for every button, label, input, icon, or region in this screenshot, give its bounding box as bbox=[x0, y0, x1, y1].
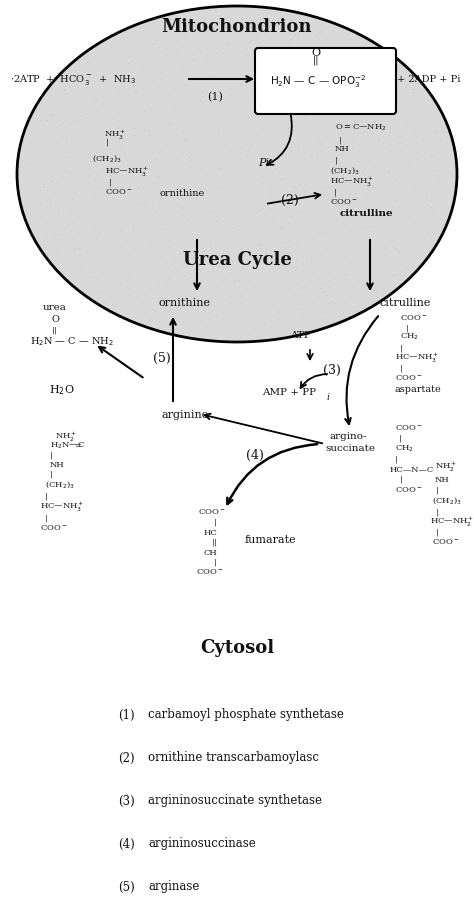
Text: citrulline: citrulline bbox=[380, 298, 431, 308]
Text: (CH$_2$)$_3$: (CH$_2$)$_3$ bbox=[92, 153, 122, 163]
Text: |: | bbox=[50, 452, 53, 460]
Text: Pi: Pi bbox=[258, 158, 270, 168]
Text: argininosuccinate synthetase: argininosuccinate synthetase bbox=[148, 794, 322, 806]
Text: |: | bbox=[400, 344, 403, 351]
Text: citrulline: citrulline bbox=[340, 209, 393, 219]
Ellipse shape bbox=[17, 7, 457, 342]
Text: succinate: succinate bbox=[325, 444, 375, 453]
Text: (3): (3) bbox=[323, 363, 341, 376]
Text: |: | bbox=[335, 156, 338, 163]
Text: $\cdot$2ATP  +  HCO$_3^-$  +  NH$_3$: $\cdot$2ATP + HCO$_3^-$ + NH$_3$ bbox=[10, 73, 136, 87]
Text: |: | bbox=[399, 434, 401, 442]
Text: |: | bbox=[400, 364, 403, 372]
Text: urea: urea bbox=[43, 303, 67, 312]
Text: |: | bbox=[214, 518, 217, 526]
Text: (5): (5) bbox=[118, 880, 135, 892]
Text: arginase: arginase bbox=[148, 880, 200, 892]
Text: COO$^-$: COO$^-$ bbox=[400, 312, 428, 322]
Text: |: | bbox=[109, 179, 111, 187]
Text: ATP: ATP bbox=[290, 330, 311, 340]
Text: (1): (1) bbox=[118, 708, 135, 721]
Text: COO$^-$: COO$^-$ bbox=[198, 507, 226, 517]
Text: ||: || bbox=[313, 55, 319, 65]
Text: COO$^-$: COO$^-$ bbox=[432, 536, 460, 546]
Text: ||: || bbox=[212, 538, 218, 546]
Text: (4): (4) bbox=[118, 836, 135, 850]
Text: Mitochondrion: Mitochondrion bbox=[162, 18, 312, 36]
Text: ornithine: ornithine bbox=[159, 298, 211, 308]
Text: (CH$_2$)$_3$: (CH$_2$)$_3$ bbox=[45, 479, 75, 490]
Text: |: | bbox=[214, 557, 217, 565]
Text: Cytosol: Cytosol bbox=[200, 638, 274, 656]
Text: O: O bbox=[51, 315, 59, 324]
Text: NH: NH bbox=[335, 144, 350, 153]
Text: ||: || bbox=[52, 326, 58, 333]
Text: (2): (2) bbox=[281, 193, 299, 206]
Text: $\mathsf{H_2N}$ — $\mathsf{C}$ — $\mathsf{OPO_3^{-2}}$: $\mathsf{H_2N}$ — $\mathsf{C}$ — $\maths… bbox=[270, 73, 366, 90]
Text: COO$^-$: COO$^-$ bbox=[395, 373, 423, 382]
Text: HC: HC bbox=[203, 528, 217, 536]
Text: argininosuccinase: argininosuccinase bbox=[148, 836, 256, 850]
Text: COO$^-$: COO$^-$ bbox=[40, 523, 68, 532]
Text: AMP + PP: AMP + PP bbox=[262, 388, 316, 397]
Text: HC—N—C: HC—N—C bbox=[390, 465, 434, 473]
Text: HC—NH$_3^+$: HC—NH$_3^+$ bbox=[105, 164, 149, 179]
Text: |: | bbox=[334, 189, 337, 197]
Text: O$=$C—NH$_2$: O$=$C—NH$_2$ bbox=[335, 123, 387, 133]
Text: |: | bbox=[395, 455, 398, 463]
Text: ornithine: ornithine bbox=[160, 189, 205, 197]
Text: CH$_2$: CH$_2$ bbox=[400, 331, 419, 342]
Text: fumarate: fumarate bbox=[245, 535, 297, 545]
Text: i: i bbox=[327, 393, 330, 402]
Text: CH$_2$: CH$_2$ bbox=[395, 443, 414, 453]
Text: ornithine transcarbamoylasc: ornithine transcarbamoylasc bbox=[148, 750, 319, 764]
Text: |: | bbox=[45, 515, 48, 523]
Text: |: | bbox=[45, 492, 48, 500]
Text: (CH$_2$)$_3$: (CH$_2$)$_3$ bbox=[432, 495, 462, 506]
Text: NH$_2^+$: NH$_2^+$ bbox=[55, 430, 77, 443]
Text: H$_2$O: H$_2$O bbox=[49, 383, 75, 396]
Text: |: | bbox=[436, 487, 438, 495]
Text: carbamoyl phosphate synthetase: carbamoyl phosphate synthetase bbox=[148, 708, 344, 721]
Text: (CH$_2$)$_3$: (CH$_2$)$_3$ bbox=[330, 164, 360, 175]
Text: |: | bbox=[406, 323, 409, 331]
Text: (3): (3) bbox=[118, 794, 135, 806]
Text: COO$^-$: COO$^-$ bbox=[395, 423, 423, 433]
Text: Urea Cycle: Urea Cycle bbox=[182, 251, 292, 269]
Text: O: O bbox=[311, 48, 320, 58]
Text: |: | bbox=[400, 476, 403, 483]
Text: (1): (1) bbox=[207, 92, 223, 102]
FancyBboxPatch shape bbox=[255, 49, 396, 115]
Text: |: | bbox=[436, 507, 438, 516]
Text: (4): (4) bbox=[246, 448, 264, 461]
Text: + 2ADP + Pi: + 2ADP + Pi bbox=[397, 76, 460, 84]
Text: arginine: arginine bbox=[161, 410, 209, 420]
Text: HC—NH$_3^+$: HC—NH$_3^+$ bbox=[40, 499, 84, 514]
Text: H$_2$N—C: H$_2$N—C bbox=[50, 441, 85, 451]
Text: NH: NH bbox=[50, 461, 65, 469]
Text: H$_2$N — C — NH$_2$: H$_2$N — C — NH$_2$ bbox=[30, 335, 114, 348]
Text: NH: NH bbox=[435, 476, 450, 483]
Text: |: | bbox=[106, 139, 109, 147]
Text: NH$_3^+$: NH$_3^+$ bbox=[104, 127, 126, 142]
Text: |: | bbox=[50, 470, 53, 479]
Text: COO$^-$: COO$^-$ bbox=[105, 187, 133, 197]
Text: COO$^-$: COO$^-$ bbox=[196, 566, 224, 576]
Text: CH: CH bbox=[203, 548, 217, 556]
Text: HC—NH$_2^+$: HC—NH$_2^+$ bbox=[430, 515, 474, 528]
Text: COO$^-$: COO$^-$ bbox=[330, 197, 358, 207]
Text: HC—NH$_3^+$: HC—NH$_3^+$ bbox=[395, 350, 439, 365]
Text: (2): (2) bbox=[118, 750, 135, 764]
Text: (5): (5) bbox=[153, 351, 171, 364]
Text: aspartate: aspartate bbox=[395, 385, 442, 394]
Text: HC—NH$_3^+$: HC—NH$_3^+$ bbox=[330, 174, 374, 189]
Text: =: = bbox=[74, 442, 82, 450]
Text: NH$_2^+$: NH$_2^+$ bbox=[435, 460, 457, 473]
Text: |: | bbox=[338, 135, 341, 144]
Text: |: | bbox=[436, 527, 438, 535]
Text: argino-: argino- bbox=[330, 432, 367, 441]
Text: COO$^-$: COO$^-$ bbox=[395, 485, 423, 494]
